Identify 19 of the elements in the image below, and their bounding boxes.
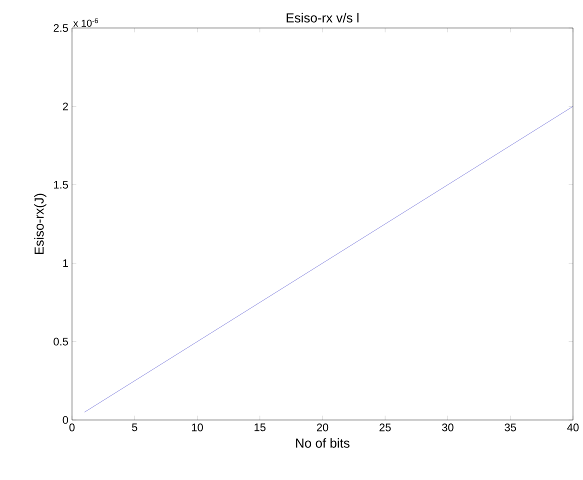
y-tick-label: 1.5: [54, 180, 68, 189]
x-tick-label: 25: [380, 424, 391, 432]
x-tick-label: 30: [442, 424, 454, 432]
chart-title: Esiso-rx v/s l: [286, 12, 358, 22]
y-tick-label: 0: [62, 416, 68, 424]
x-axis-title: No of bits: [296, 438, 350, 448]
x-tick-label: 40: [567, 424, 579, 432]
y-tick-label: 2.5: [54, 24, 68, 32]
x-tick-label: 15: [254, 424, 266, 432]
y-tick-label: 1: [63, 259, 68, 267]
text: x 10$^{-6}$: [73, 18, 98, 27]
x-tick-label: 35: [504, 424, 516, 432]
x-tick-label: 20: [316, 424, 328, 432]
y-tick-label: 0.5: [54, 338, 68, 346]
y-axis-title: Esiso-rx(J): [34, 194, 46, 254]
x-tick-label: 5: [132, 424, 138, 432]
x-tick-label: 10: [192, 424, 203, 432]
y-tick-label: 2: [62, 102, 68, 110]
x-tick-label: 0: [69, 424, 75, 432]
